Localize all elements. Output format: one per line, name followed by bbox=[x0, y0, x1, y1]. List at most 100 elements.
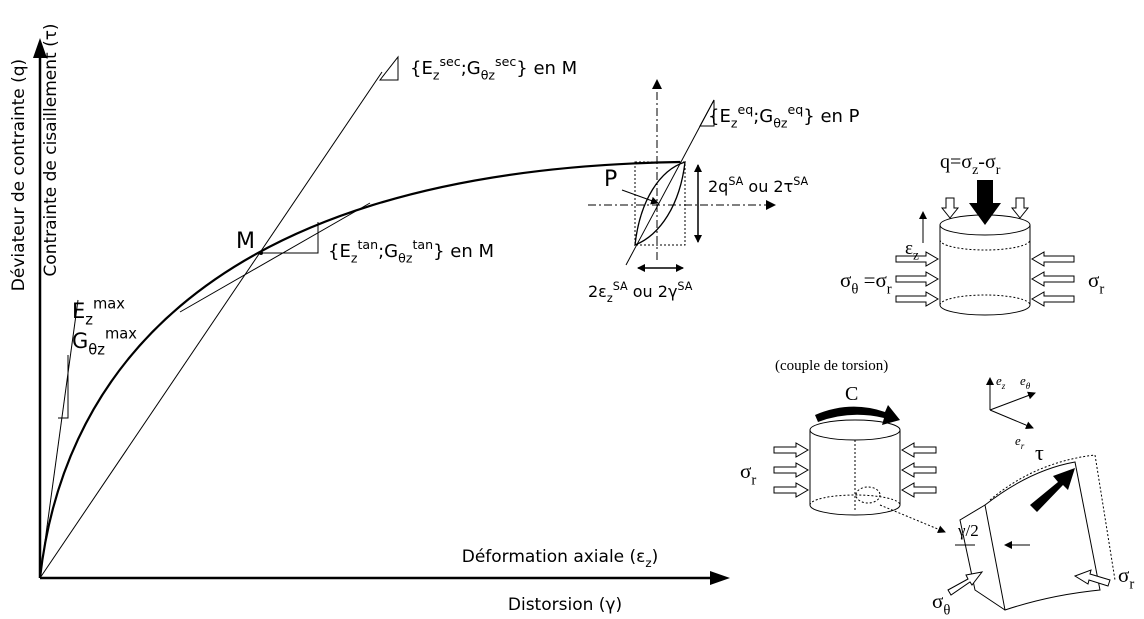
label: P bbox=[604, 167, 617, 192]
text-run: SA bbox=[793, 175, 808, 188]
text-run: sec bbox=[439, 54, 460, 69]
text-run: γ/2 bbox=[957, 521, 979, 540]
cylinder bbox=[939, 225, 1031, 305]
label: {Ezsec;Gθzsec} en M bbox=[410, 54, 577, 83]
text-run: sec bbox=[495, 54, 516, 69]
text-run: =σ bbox=[858, 268, 886, 292]
text-run: ;G bbox=[753, 106, 773, 127]
x-axis-label: Distorsion (γ) bbox=[508, 595, 622, 615]
tangent-line bbox=[179, 202, 371, 313]
load-arrow bbox=[969, 180, 1001, 225]
text-run: G bbox=[72, 329, 88, 353]
text-run: SA bbox=[728, 175, 743, 188]
y-axis-label: Contrainte de cisaillement (τ) bbox=[41, 23, 61, 276]
label: {Eztan;Gθztan} en M bbox=[328, 237, 494, 266]
label: σθ =σr bbox=[840, 268, 892, 297]
specimen-torsion: (couple de torsion) C σr bbox=[740, 358, 946, 534]
initial-triangle bbox=[58, 355, 69, 419]
element: τ γ/2 σr σθ bbox=[932, 440, 1134, 618]
label: εz bbox=[905, 238, 919, 263]
label: Gθzmax bbox=[72, 326, 137, 359]
text-run: P bbox=[604, 167, 617, 192]
cylinder-bottom bbox=[939, 304, 1031, 316]
label: σr bbox=[740, 459, 756, 488]
text-run: θ bbox=[943, 602, 950, 618]
equivalent-line bbox=[625, 99, 715, 266]
element-side bbox=[959, 504, 1006, 611]
text-run: z bbox=[85, 311, 93, 328]
text-run: 2ε bbox=[588, 282, 607, 301]
point-m bbox=[259, 251, 263, 255]
text-run: r bbox=[887, 281, 892, 297]
text-run: ) bbox=[652, 547, 659, 567]
text-run: z bbox=[607, 292, 613, 305]
text-run: ;G bbox=[378, 241, 398, 262]
cylinder-top bbox=[809, 419, 901, 441]
label: {Ezeq;Gθzeq} en P bbox=[708, 102, 860, 130]
text-run: Déformation axiale (ε bbox=[462, 547, 646, 567]
text-run: θz bbox=[398, 250, 413, 265]
text-run: r bbox=[996, 163, 1001, 178]
text-run: σ bbox=[932, 589, 943, 613]
curve bbox=[38, 160, 681, 579]
text-run: z bbox=[351, 250, 358, 265]
label: C bbox=[845, 383, 858, 405]
label: eθ bbox=[1020, 373, 1031, 391]
text-run: Déviateur de contrainte (q) bbox=[9, 59, 29, 291]
text-run: Contrainte de cisaillement (τ) bbox=[41, 23, 61, 276]
label: 2qSA ou 2τSA bbox=[708, 175, 809, 196]
radial-arrows bbox=[895, 251, 1075, 307]
text-run: r bbox=[751, 472, 756, 488]
text-run: ou 2τ bbox=[743, 177, 793, 196]
text-run: σ bbox=[1088, 268, 1099, 292]
text-run: τ bbox=[1035, 440, 1044, 465]
text-run: z bbox=[731, 115, 738, 130]
text-run: ;G bbox=[461, 58, 481, 79]
text-run: } en M bbox=[433, 241, 494, 262]
text-run: SA bbox=[677, 280, 692, 293]
text-run: e bbox=[996, 373, 1002, 388]
label: ez bbox=[996, 373, 1006, 391]
text-run: -σ bbox=[978, 151, 996, 173]
text-run: ε bbox=[905, 238, 913, 259]
x-axis-label: Déformation axiale (εz) bbox=[462, 547, 659, 570]
open-arrow bbox=[1010, 197, 1030, 219]
text-run: z bbox=[645, 556, 651, 570]
text-run: M bbox=[236, 229, 255, 254]
secant-line bbox=[39, 71, 383, 579]
open-arrow bbox=[940, 197, 960, 219]
text-run: θ bbox=[851, 281, 858, 297]
text-run: r bbox=[1099, 281, 1104, 297]
text-run: σ bbox=[740, 459, 751, 483]
text-run: tan bbox=[412, 237, 433, 252]
text-run: θz bbox=[481, 67, 496, 82]
x-arrow bbox=[710, 571, 730, 585]
text-run: r bbox=[1021, 441, 1025, 451]
label: σr bbox=[1088, 268, 1104, 297]
text-run: {E bbox=[708, 106, 731, 127]
label: q=σz-σr bbox=[940, 151, 1001, 178]
text-run: SA bbox=[613, 280, 628, 293]
text-run: θz bbox=[88, 341, 105, 358]
text-run: σ bbox=[1118, 563, 1129, 587]
text-run: z bbox=[1001, 381, 1006, 391]
text-run: σ bbox=[840, 268, 851, 292]
text-run: q=σ bbox=[940, 151, 972, 173]
element-marker bbox=[855, 486, 881, 504]
text-run: eq bbox=[737, 102, 753, 117]
label: γ/2 bbox=[957, 521, 979, 540]
open-arrow bbox=[1073, 569, 1111, 587]
hysteresis-loop bbox=[634, 161, 686, 247]
shear-arrow bbox=[1030, 468, 1075, 512]
basis: ez eθ e r bbox=[986, 373, 1036, 451]
equivalent-triangle bbox=[699, 99, 715, 127]
text-run: {E bbox=[410, 58, 433, 79]
label: Ezmax bbox=[72, 296, 125, 329]
text-run: (couple de torsion) bbox=[775, 358, 888, 374]
label: 2εzSA ou 2γSA bbox=[588, 280, 693, 305]
y-arrow bbox=[33, 38, 47, 58]
graph: Déviateur de contrainte (q) Contrainte d… bbox=[9, 23, 860, 615]
label: (couple de torsion) bbox=[775, 358, 888, 374]
text-run: ou 2γ bbox=[628, 282, 678, 301]
